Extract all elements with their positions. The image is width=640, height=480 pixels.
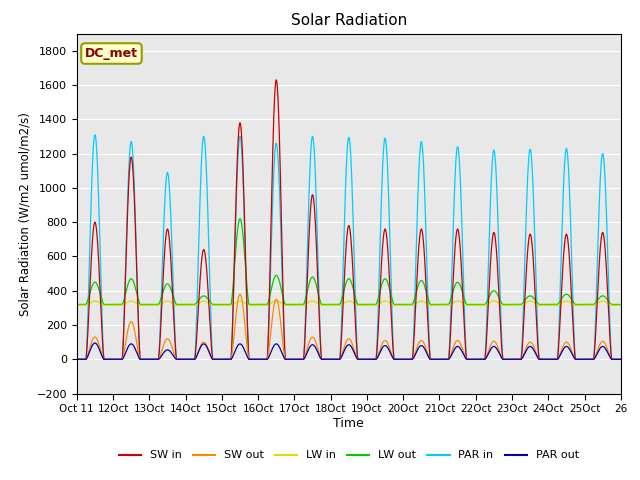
Legend: SW in, SW out, LW in, LW out, PAR in, PAR out: SW in, SW out, LW in, LW out, PAR in, PA…	[115, 446, 583, 465]
Title: Solar Radiation: Solar Radiation	[291, 13, 407, 28]
X-axis label: Time: Time	[333, 417, 364, 430]
Y-axis label: Solar Radiation (W/m2 umol/m2/s): Solar Radiation (W/m2 umol/m2/s)	[18, 112, 31, 315]
Text: DC_met: DC_met	[85, 47, 138, 60]
